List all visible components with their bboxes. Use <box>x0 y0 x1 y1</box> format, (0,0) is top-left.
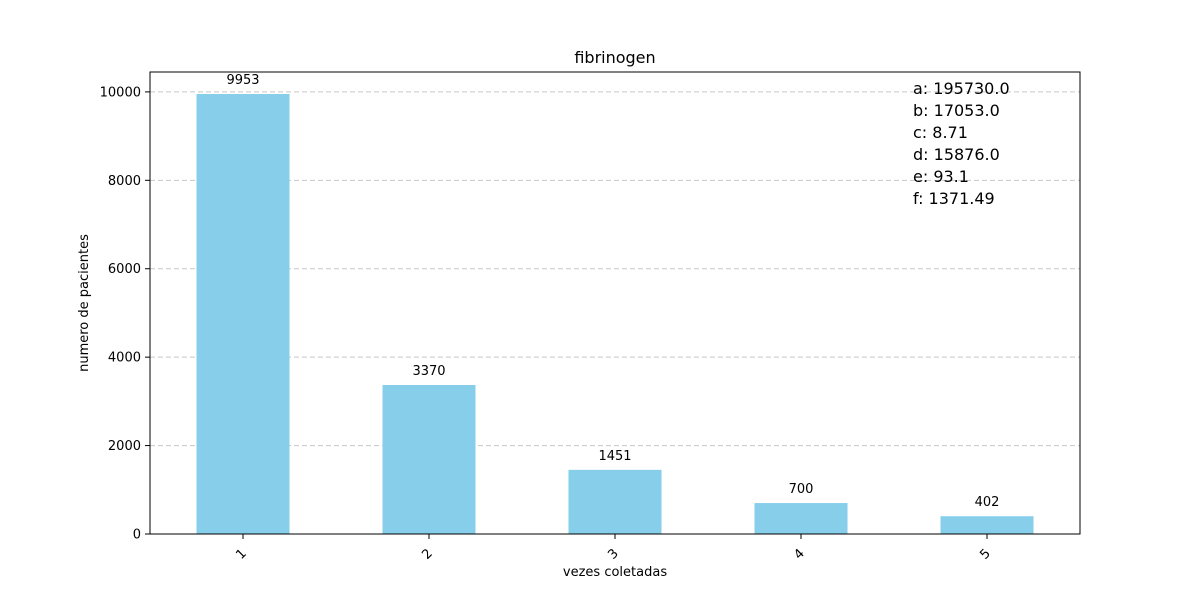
y-tick-label: 6000 <box>108 262 141 277</box>
x-tick-label: 5 <box>977 546 993 562</box>
x-tick-label: 1 <box>233 546 249 562</box>
stat-line-b: b: 17053.0 <box>913 101 1000 120</box>
grid-lines <box>150 91 1080 447</box>
bar-value-label: 402 <box>975 495 1000 510</box>
x-tick-label: 4 <box>791 546 807 562</box>
y-tick-label: 0 <box>133 528 141 543</box>
bar <box>382 385 476 534</box>
y-axis-title: numero de pacientes <box>77 234 92 372</box>
y-tick-label: 2000 <box>108 439 141 454</box>
bar-value-label: 3370 <box>412 364 445 379</box>
chart-title: fibrinogen <box>574 48 655 67</box>
stat-line-a: a: 195730.0 <box>913 79 1010 98</box>
stat-line-d: d: 15876.0 <box>913 145 1000 164</box>
x-tick-label: 3 <box>605 546 621 562</box>
axis-ticks: 0 2000 4000 6000 8000 10000 1 2 3 4 5 <box>100 85 994 562</box>
bar <box>940 516 1034 534</box>
data-labels: 9953 3370 1451 700 402 <box>226 73 999 510</box>
x-axis-title: vezes coletadas <box>563 565 667 580</box>
y-tick-label: 4000 <box>108 351 141 366</box>
stat-line-e: e: 93.1 <box>913 167 969 186</box>
y-tick-label: 8000 <box>108 174 141 189</box>
x-tick-label: 2 <box>419 546 435 562</box>
stats-annotation: a: 195730.0 b: 17053.0 c: 8.71 d: 15876.… <box>913 79 1010 208</box>
stat-line-f: f: 1371.49 <box>913 189 995 208</box>
bar-value-label: 9953 <box>226 73 259 88</box>
bar-value-label: 1451 <box>598 449 631 464</box>
bar <box>568 469 662 534</box>
bar <box>754 503 848 534</box>
stat-line-c: c: 8.71 <box>913 123 968 142</box>
bars <box>196 93 1034 535</box>
bar-value-label: 700 <box>789 482 814 497</box>
y-tick-label: 10000 <box>100 85 141 100</box>
bar <box>196 93 290 535</box>
